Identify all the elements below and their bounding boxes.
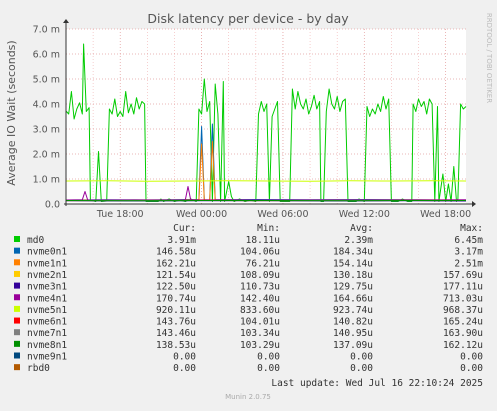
legend-cur-nvme5n1: 920.11u [156, 305, 196, 316]
legend-header: Avg: [350, 223, 373, 234]
legend-cur-nvme7n1: 143.46u [156, 328, 196, 339]
legend-cur-nvme4n1: 170.74u [156, 293, 196, 304]
legend-avg-md0: 2.39m [344, 235, 373, 246]
legend-min-nvme1n1: 76.21u [246, 258, 280, 269]
legend-header: Max: [460, 223, 483, 234]
x-tick-label: Tue 18:00 [96, 209, 144, 220]
legend-header: Cur: [173, 223, 196, 234]
chart-title: Disk latency per device - by day [147, 11, 349, 26]
legend-min-nvme9n1: 0.00 [257, 352, 280, 363]
legend-name-nvme7n1: nvme7n1 [27, 328, 67, 339]
x-tick-label: Wed 06:00 [257, 209, 308, 220]
y-tick-label: 3.0 m [33, 125, 60, 136]
plot-background [66, 29, 466, 204]
legend-max-nvme0n1: 3.17m [454, 247, 483, 258]
legend-max-nvme1n1: 2.51m [454, 258, 483, 269]
legend-avg-nvme1n1: 154.14u [333, 258, 373, 269]
legend-name-nvme8n1: nvme8n1 [27, 340, 67, 351]
y-tick-label: 5.0 m [33, 75, 60, 86]
legend-avg-rbd0: 0.00 [350, 363, 373, 374]
legend-name-rbd0: rbd0 [27, 363, 50, 374]
legend-min-nvme3n1: 110.73u [240, 282, 280, 293]
legend-min-nvme7n1: 103.34u [240, 328, 280, 339]
legend-max-rbd0: 0.00 [460, 363, 483, 374]
legend-swatch-nvme4n1 [14, 294, 20, 300]
legend-min-nvme4n1: 142.40u [240, 293, 280, 304]
legend-max-nvme4n1: 713.03u [443, 293, 483, 304]
plot-area: 0.0 1.0 m 2.0 m 3.0 m 4.0 m 5.0 m 6.0 m 7.0 m Tu… [33, 19, 476, 220]
legend-avg-nvme7n1: 140.95u [333, 328, 373, 339]
series-line-nvme5n1 [66, 181, 466, 182]
legend-cur-nvme2n1: 121.54u [156, 270, 196, 281]
legend-name-nvme5n1: nvme5n1 [27, 305, 67, 316]
legend-cur-nvme6n1: 143.76u [156, 317, 196, 328]
legend-avg-nvme4n1: 164.66u [333, 293, 373, 304]
legend-min-nvme5n1: 833.60u [240, 305, 280, 316]
legend-swatch-nvme6n1 [14, 318, 20, 324]
legend-cur-nvme8n1: 138.53u [156, 340, 196, 351]
legend-cur-nvme0n1: 146.58u [156, 247, 196, 258]
legend-name-nvme4n1: nvme4n1 [27, 293, 67, 304]
legend-cur-rbd0: 0.00 [173, 363, 196, 374]
legend-name-nvme9n1: nvme9n1 [27, 352, 67, 363]
y-tick-label: 1.0 m [33, 175, 60, 186]
legend-max-nvme9n1: 0.00 [460, 352, 483, 363]
legend-max-nvme5n1: 968.37u [443, 305, 483, 316]
legend-name-nvme6n1: nvme6n1 [27, 317, 67, 328]
legend-name-nvme2n1: nvme2n1 [27, 270, 67, 281]
legend-swatch-nvme7n1 [14, 329, 20, 335]
legend-max-nvme7n1: 163.90u [443, 328, 483, 339]
legend-name-md0: md0 [27, 235, 44, 246]
legend-avg-nvme6n1: 140.82u [333, 317, 373, 328]
legend-avg-nvme2n1: 130.18u [333, 270, 373, 281]
legend-avg-nvme3n1: 129.75u [333, 282, 373, 293]
legend-cur-md0: 3.91m [167, 235, 196, 246]
legend-swatch-nvme2n1 [14, 271, 20, 277]
x-tick-label: Wed 12:00 [339, 209, 390, 220]
legend-swatch-nvme9n1 [14, 353, 20, 359]
legend-max-md0: 6.45m [454, 235, 483, 246]
legend-swatch-nvme5n1 [14, 306, 20, 312]
legend-max-nvme6n1: 165.24u [443, 317, 483, 328]
munin-version-footer: Munin 2.0.75 [225, 393, 271, 401]
legend-min-nvme6n1: 104.01u [240, 317, 280, 328]
y-tick-label: 4.0 m [33, 100, 60, 111]
legend-max-nvme8n1: 162.12u [443, 340, 483, 351]
legend-swatch-nvme8n1 [14, 341, 20, 347]
legend-avg-nvme8n1: 137.09u [333, 340, 373, 351]
legend-swatch-nvme3n1 [14, 283, 20, 289]
legend-min-nvme2n1: 108.09u [240, 270, 280, 281]
legend-swatch-rbd0 [14, 364, 20, 370]
legend-avg-nvme5n1: 923.74u [333, 305, 373, 316]
legend-min-nvme8n1: 103.29u [240, 340, 280, 351]
x-tick-label: Wed 18:00 [420, 209, 471, 220]
last-update-text: Last update: Wed Jul 16 22:10:24 2025 [271, 378, 483, 389]
legend-name-nvme1n1: nvme1n1 [27, 258, 67, 269]
y-tick-label: 2.0 m [33, 150, 60, 161]
legend-name-nvme0n1: nvme0n1 [27, 247, 67, 258]
legend-min-md0: 18.11u [246, 235, 280, 246]
legend-max-nvme2n1: 157.69u [443, 270, 483, 281]
rrdtool-watermark: RRDTOOL / TOBI OETIKER [485, 13, 493, 103]
legend-header: Min: [257, 223, 280, 234]
legend-avg-nvme0n1: 184.34u [333, 247, 373, 258]
legend-min-nvme0n1: 104.06u [240, 247, 280, 258]
legend-swatch-md0 [14, 236, 20, 242]
legend-name-nvme3n1: nvme3n1 [27, 282, 67, 293]
y-tick-label: 0.0 [45, 200, 60, 211]
legend-swatch-nvme1n1 [14, 259, 20, 265]
legend-swatch-nvme0n1 [14, 248, 20, 254]
legend-cur-nvme9n1: 0.00 [173, 352, 196, 363]
y-tick-label: 7.0 m [33, 25, 60, 36]
y-axis-label: Average IO Wait (seconds) [5, 40, 18, 185]
legend-cur-nvme3n1: 122.50u [156, 282, 196, 293]
legend-max-nvme3n1: 177.11u [443, 282, 483, 293]
x-tick-label: Wed 00:00 [176, 209, 227, 220]
legend-cur-nvme1n1: 162.21u [156, 258, 196, 269]
legend-avg-nvme9n1: 0.00 [350, 352, 373, 363]
legend-min-rbd0: 0.00 [257, 363, 280, 374]
y-tick-label: 6.0 m [33, 50, 60, 61]
